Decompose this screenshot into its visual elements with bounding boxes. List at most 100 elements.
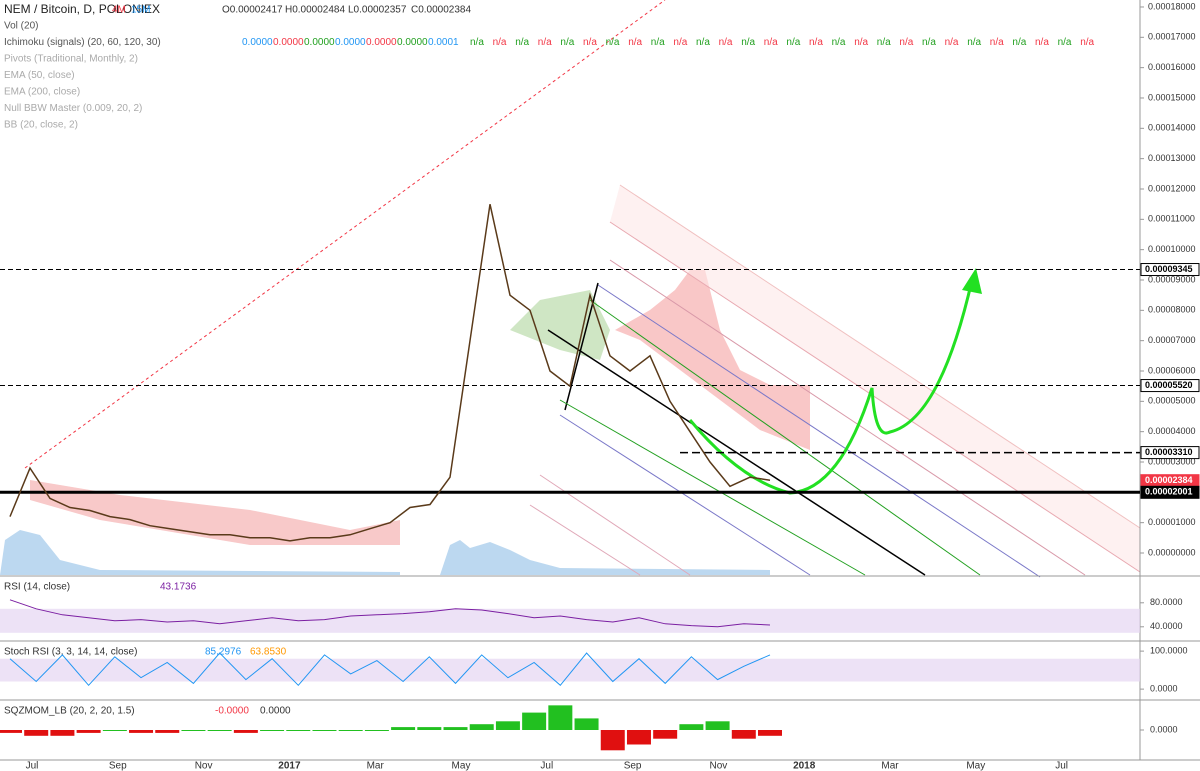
pane-readout: 0.0000	[260, 706, 291, 717]
x-tick-label: Jul	[1055, 761, 1068, 771]
y-tick-label: 0.00007000	[1148, 335, 1196, 345]
ohlc-readout: C0.00002384	[411, 5, 471, 16]
indicator-value: n/a	[899, 37, 913, 48]
x-tick-label: Jul	[540, 761, 553, 771]
y-tick-label: 0.00016000	[1148, 62, 1196, 72]
interval[interactable]: 4M	[112, 5, 126, 16]
indicator-value: n/a	[673, 37, 687, 48]
channel-line	[559, 399, 866, 576]
y-tick-label: 0.00018000	[1148, 1, 1196, 11]
indicator-value: n/a	[1035, 37, 1049, 48]
price-marker	[1140, 485, 1200, 499]
price-marker	[1140, 379, 1200, 393]
y-tick-label: 0.00000000	[1148, 547, 1196, 557]
indicator-value: n/a	[628, 37, 642, 48]
y-tick-label: 80.0000	[1150, 597, 1183, 607]
indicator-value: n/a	[809, 37, 823, 48]
momentum-bar	[129, 730, 154, 733]
momentum-bar	[522, 712, 547, 730]
channel-line	[589, 299, 981, 576]
indicator-label: Pivots (Traditional, Monthly, 2)	[4, 54, 138, 65]
indicator-value: 0.0000	[397, 37, 428, 48]
price-marker	[1140, 263, 1200, 277]
indicator-value: n/a	[560, 37, 574, 48]
y-tick-label: 0.00008000	[1148, 305, 1196, 315]
pane-band	[0, 608, 1140, 633]
price-marker-label: 0.00002384	[1145, 475, 1193, 485]
y-tick-label: 0.00010000	[1148, 244, 1196, 254]
y-tick-label: 0.00014000	[1148, 123, 1196, 133]
momentum-bar	[548, 705, 573, 730]
indicator-value: n/a	[854, 37, 868, 48]
indicator-value: n/a	[1058, 37, 1072, 48]
x-tick-label: Mar	[367, 761, 385, 771]
indicator-value: n/a	[583, 37, 597, 48]
indicator-value: n/a	[606, 37, 620, 48]
momentum-bar	[233, 730, 258, 733]
price-marker-label: 0.00005520	[1145, 380, 1193, 390]
momentum-bar	[574, 718, 599, 730]
oscillator-line	[9, 652, 771, 687]
channel-line	[547, 329, 926, 576]
channel-line	[609, 259, 1086, 576]
x-tick-label: Jul	[26, 761, 39, 771]
x-tick-label: Sep	[109, 761, 127, 771]
x-tick-label: Mar	[881, 761, 899, 771]
price-marker-label: 0.00002001	[1145, 487, 1193, 497]
indicator-label: EMA (50, close)	[4, 70, 75, 81]
oscillator-line	[9, 599, 771, 628]
symbol-title: NEM / Bitcoin, D, POLONIEX	[4, 2, 160, 16]
ichimoku-cloud	[510, 290, 610, 360]
pane-title: RSI (14, close)	[4, 582, 70, 593]
y-tick-label: 0.00015000	[1148, 92, 1196, 102]
indicator-label: BB (20, close, 2)	[4, 120, 78, 131]
indicator-value: n/a	[1080, 37, 1094, 48]
x-tick-label: Sep	[624, 761, 642, 771]
indicator-value: n/a	[651, 37, 665, 48]
momentum-bar	[653, 730, 678, 739]
momentum-bar	[705, 721, 730, 730]
momentum-bar	[495, 721, 520, 730]
volume-area	[0, 530, 400, 575]
interval[interactable]: 15M	[131, 5, 150, 16]
ohlc-readout: O0.00002417	[222, 5, 283, 16]
indicator-value: 0.0001	[428, 37, 459, 48]
x-tick-label: May	[452, 761, 471, 771]
indicator-value: n/a	[786, 37, 800, 48]
channel-line	[559, 414, 811, 576]
momentum-bar	[312, 730, 337, 731]
indicator-label: Null BBW Master (0.009, 20, 2)	[4, 103, 142, 114]
momentum-bar	[155, 730, 180, 733]
y-tick-label: 0.00013000	[1148, 153, 1196, 163]
channel-line	[609, 221, 1141, 573]
indicator-value: 0.0000	[242, 37, 273, 48]
price-marker	[1140, 446, 1200, 460]
pane-title: SQZMOM_LB (20, 2, 20, 1.5)	[4, 706, 135, 717]
price-marker-label: 0.00003310	[1145, 447, 1193, 457]
momentum-bar	[469, 724, 494, 730]
x-tick-label: Nov	[195, 761, 213, 771]
x-tick-label: 2018	[793, 761, 816, 771]
channel-line	[529, 504, 641, 576]
pane-title: Stoch RSI (3, 3, 14, 14, close)	[4, 647, 137, 658]
x-tick-label: May	[966, 761, 985, 771]
indicator-value: n/a	[877, 37, 891, 48]
indicator-value: n/a	[493, 37, 507, 48]
drawings	[0, 0, 1141, 578]
y-tick-label: 0.00009000	[1148, 274, 1196, 284]
indicator-value: n/a	[470, 37, 484, 48]
momentum-bar	[391, 727, 416, 730]
volume-area	[440, 540, 770, 575]
momentum-bar	[626, 730, 651, 745]
channel-line	[597, 284, 1041, 578]
momentum-bar	[364, 730, 389, 731]
forecast-arrow	[688, 279, 974, 495]
price-line	[9, 204, 771, 542]
momentum-bar	[260, 730, 285, 731]
indicator-value: n/a	[696, 37, 710, 48]
indicator-label: EMA (200, close)	[4, 87, 80, 98]
momentum-bar	[24, 730, 49, 736]
indicator-value: n/a	[967, 37, 981, 48]
price-marker-label: 0.00009345	[1145, 264, 1193, 274]
